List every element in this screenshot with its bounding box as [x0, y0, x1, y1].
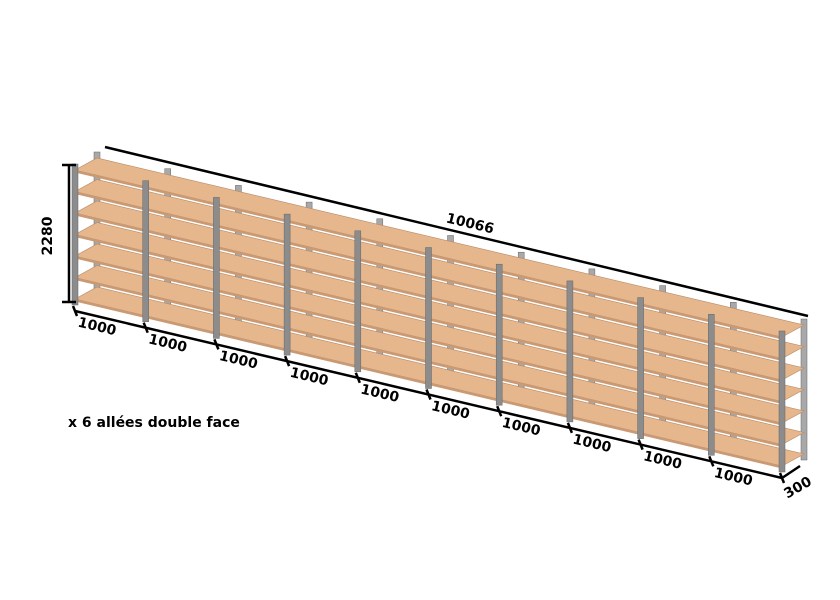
dimension-line	[425, 389, 432, 400]
note: x 6 allées double face	[68, 415, 240, 431]
dimension-line	[496, 405, 503, 417]
dimension-line	[566, 422, 574, 434]
dimension-line	[637, 439, 644, 451]
dimension-line	[142, 322, 149, 334]
dimension-line	[213, 338, 220, 350]
dimension-line	[354, 372, 361, 384]
upright	[708, 314, 715, 456]
height-label: 2280	[40, 216, 56, 255]
dimension-line	[283, 355, 291, 367]
upright	[354, 230, 362, 373]
depth-label: 300	[781, 474, 815, 503]
dimension-line	[71, 305, 79, 317]
upright	[778, 330, 786, 473]
upright	[283, 213, 291, 356]
dimension-line	[708, 455, 715, 467]
length-label: 10066	[444, 211, 495, 238]
upright	[213, 197, 220, 339]
upright	[71, 163, 79, 306]
upright	[142, 180, 149, 322]
upright	[495, 263, 503, 406]
dimension-line	[781, 464, 801, 480]
upright	[637, 297, 644, 439]
dimension-line	[778, 472, 786, 484]
dimension-lines	[62, 145, 809, 484]
upright	[566, 280, 574, 423]
shelving	[71, 151, 808, 473]
dimension-line	[104, 145, 809, 318]
upright	[425, 247, 432, 389]
